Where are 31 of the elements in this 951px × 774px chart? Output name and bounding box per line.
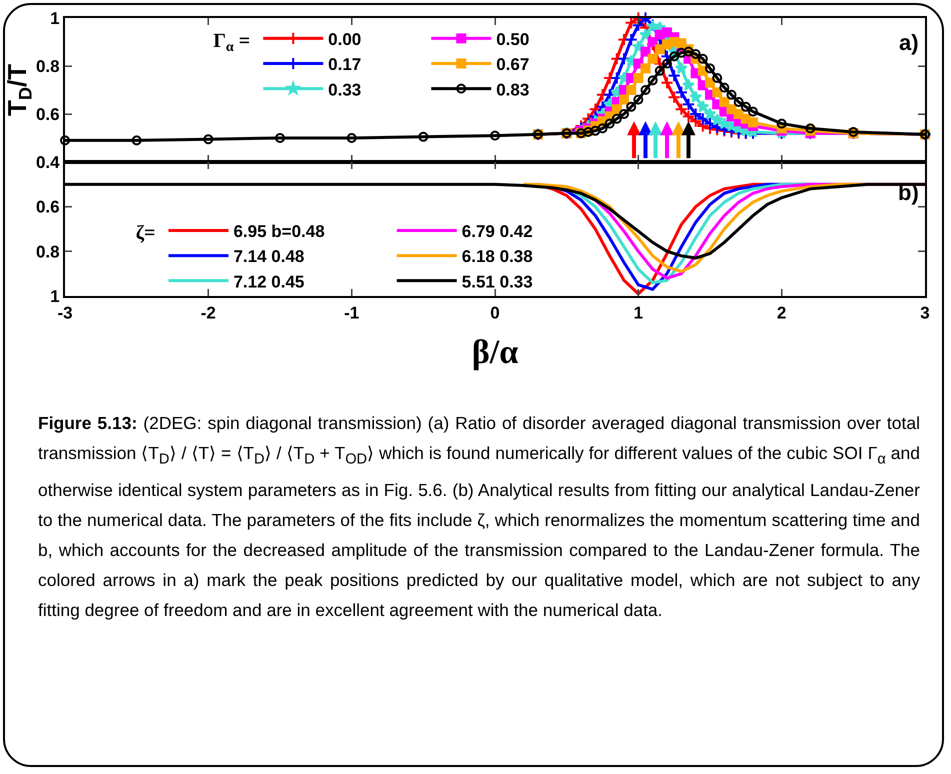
y-tick-label: 1: [50, 8, 60, 28]
y-tick-label: 0.4: [36, 152, 60, 172]
legend-label: 0.83: [496, 80, 530, 100]
annotation: a): [899, 30, 919, 55]
y-tick-label: 0.6: [36, 104, 60, 124]
y-tick-label: 0.8: [36, 242, 60, 262]
y-tick-label: 0.8: [36, 56, 60, 76]
legend-label: 6.95 b=0.48: [233, 222, 325, 242]
legend-title: ζ=: [136, 222, 156, 244]
x-tick-label: 1: [634, 303, 644, 322]
legend-label: 0.33: [328, 80, 362, 100]
y-tick-label: 0.6: [36, 198, 60, 217]
x-tick-label: 0: [490, 303, 500, 322]
x-tick-label: 2: [776, 303, 786, 322]
y-tick-label: 1: [50, 286, 60, 306]
legend-label: 6.18 0.38: [462, 247, 533, 266]
legend-label: 6.79 0.42: [462, 222, 533, 242]
text: Figure 5.13: (2DEG: spin diagonal transmission) (a) Ratio of disorder averaged diagonal transmission over total transmission ⟨T$_{D}$⟩ / ⟨T⟩ = ⟨T$_{D}$⟩ / ⟨T$_{D}$ + T$_{OD}$⟩ which is found numerically for different values of the cubic SOI Γ$_{α}$ and otherwise identical system parameters as in Fig. 5.6. (b) Analytical results from fitting our analytical Landau-Zener to the numerical data. The parameters of the fits include ζ, which renormalizes the momentum scattering time and b, which accounts for the decreased amplitude of the transmission compared to the Landau-Zener formula. The colored arrows in a) mark the peak positions predicted by our qualitative model, which are not subject to any fitting degree of freedom and are in excellent agreement with the numerical data.: [38, 413, 920, 620]
legend-label: 0.67: [496, 55, 530, 74]
legend-label: 7.12 0.45: [233, 272, 304, 292]
legend-label: 0.17: [328, 55, 362, 74]
legend-label: 7.14 0.48: [233, 247, 304, 266]
x-axis-title: β/α: [472, 334, 518, 372]
legend-label: 0.50: [496, 30, 530, 50]
legend-label: 5.51 0.33: [462, 272, 533, 292]
x-tick-label: -3: [57, 303, 73, 322]
legend-label: 0.00: [328, 30, 362, 50]
x-tick-label: -2: [200, 303, 216, 322]
legend-title: Γ$_{α}$ =: [213, 30, 250, 56]
x-tick-label: -1: [344, 303, 360, 322]
x-tick-label: 3: [920, 303, 930, 322]
